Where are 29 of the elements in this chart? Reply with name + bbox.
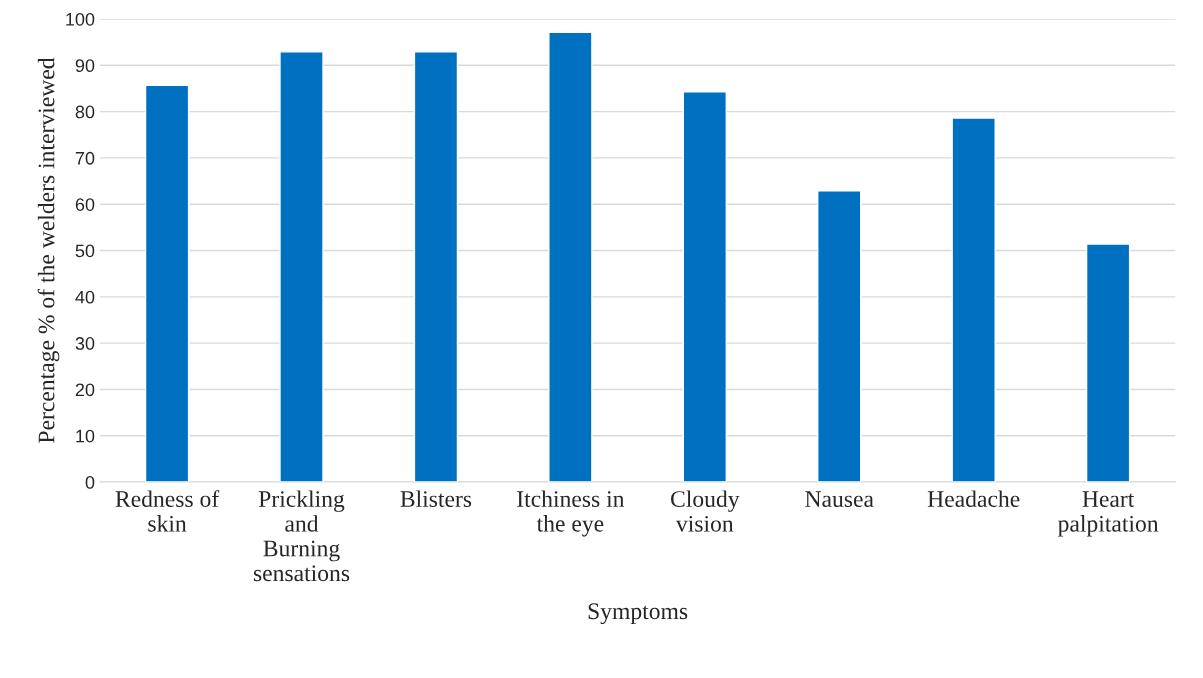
y-tick-label: 10 xyxy=(76,429,95,443)
x-tick-label: Itchiness in the eye xyxy=(517,490,625,537)
y-tick-label: 40 xyxy=(75,290,95,304)
x-tick-label: Headache xyxy=(927,490,1020,508)
y-tick-label: 20 xyxy=(75,383,95,397)
y-tick-label: 60 xyxy=(75,198,95,211)
bar xyxy=(1085,243,1131,483)
y-tick-label: 70 xyxy=(75,151,95,165)
bar xyxy=(817,190,862,483)
bar xyxy=(144,84,190,483)
y-tick-label: 90 xyxy=(75,59,95,73)
y-tick-label: 100 xyxy=(66,12,95,26)
x-tick-label: Redness of skin xyxy=(115,490,220,532)
x-tick-label: Prickling and Burning sensations xyxy=(253,490,350,582)
x-axis-title: Symptoms xyxy=(588,603,688,625)
y-tick-label: 0 xyxy=(85,475,95,489)
y-tick-label: 80 xyxy=(75,105,95,119)
bar xyxy=(951,117,996,483)
x-tick-label: Blisters xyxy=(400,490,472,508)
y-tick-label: 30 xyxy=(75,337,95,350)
y-tick-label: 50 xyxy=(75,244,95,258)
x-tick-label: Heart palpitation xyxy=(1058,491,1159,537)
bar xyxy=(413,51,459,483)
y-axis-title: Percentage % of the welders interviewed xyxy=(37,57,60,443)
bar xyxy=(548,31,593,483)
x-tick-label: Cloudy vision xyxy=(671,490,740,532)
bar xyxy=(279,51,324,483)
x-tick-label: Nausea xyxy=(805,491,874,508)
bar xyxy=(682,90,728,483)
